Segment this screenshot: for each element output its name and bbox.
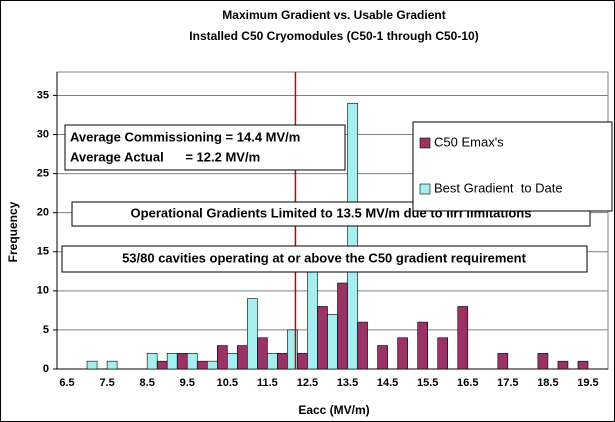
bar xyxy=(267,353,278,370)
bar xyxy=(86,360,98,370)
bar xyxy=(297,353,308,370)
x-tick-label: 16.5 xyxy=(457,377,478,389)
bar xyxy=(287,329,298,370)
legend-swatch xyxy=(419,183,431,195)
bar xyxy=(227,353,238,370)
x-tick-label: 6.5 xyxy=(59,377,74,389)
bar xyxy=(216,345,228,370)
bar xyxy=(327,313,338,370)
x-tick-label: 7.5 xyxy=(99,377,114,389)
x-tick-label: 11.5 xyxy=(257,377,278,389)
bar xyxy=(357,321,368,370)
x-tick-label: 19.5 xyxy=(577,377,598,389)
x-tick-label: 15.5 xyxy=(417,377,438,389)
y-axis-label: Frequency xyxy=(6,201,20,262)
x-tick-label: 12.5 xyxy=(297,377,318,389)
bar xyxy=(397,337,408,370)
bar xyxy=(437,337,449,370)
bar xyxy=(247,298,258,370)
bar xyxy=(186,353,198,370)
annotation: Average Actual = 12.2 MV/m xyxy=(70,149,260,164)
x-tick-label: 13.5 xyxy=(337,377,358,389)
legend-swatch xyxy=(419,137,431,149)
annotation: 53/80 cavities operating at or above the… xyxy=(122,250,527,265)
bar xyxy=(317,306,328,370)
y-tick-label: 10 xyxy=(37,285,49,297)
bar xyxy=(577,360,589,370)
x-tick-label: 14.5 xyxy=(377,377,398,389)
y-tick-label: 20 xyxy=(37,207,49,219)
bar xyxy=(537,353,549,370)
y-tick-label: 15 xyxy=(37,246,49,258)
bar xyxy=(156,360,168,370)
x-axis-label: Eacc (MV/m) xyxy=(298,403,369,417)
annotation-box xyxy=(61,245,588,273)
bar xyxy=(337,282,348,370)
x-tick-label: 8.5 xyxy=(140,377,155,389)
bar xyxy=(196,360,208,370)
chart-subtitle: Installed C50 Cryomodules (C50-1 through… xyxy=(189,29,478,43)
bar xyxy=(417,321,428,370)
bar xyxy=(146,353,158,370)
bar xyxy=(166,353,178,370)
bar xyxy=(457,306,469,370)
y-tick-label: 5 xyxy=(43,324,49,336)
legend-label: Best Gradient to Date xyxy=(434,180,563,195)
x-tick-label: 10.5 xyxy=(217,377,238,389)
bar xyxy=(237,345,248,370)
x-tick-label: 17.5 xyxy=(497,377,518,389)
bar xyxy=(176,353,188,370)
bar xyxy=(497,353,509,370)
y-tick-label: 30 xyxy=(37,128,49,140)
y-tick-label: 25 xyxy=(37,168,49,180)
y-tick-label: 35 xyxy=(37,89,49,101)
chart-title: Maximum Gradient vs. Usable Gradient xyxy=(222,8,445,22)
legend-label: C50 Emax's xyxy=(434,134,504,149)
bar xyxy=(277,353,288,370)
annotation-box xyxy=(64,124,346,171)
bar xyxy=(377,345,388,370)
x-tick-label: 9.5 xyxy=(180,377,195,389)
x-tick-label: 18.5 xyxy=(537,377,558,389)
bar xyxy=(206,360,218,370)
bar xyxy=(557,360,569,370)
y-tick-label: 0 xyxy=(43,363,49,375)
annotation: Average Commissioning = 14.4 MV/m xyxy=(70,129,300,144)
bar xyxy=(347,102,358,370)
bar xyxy=(257,337,268,370)
legend xyxy=(412,121,613,212)
bar xyxy=(106,360,118,370)
